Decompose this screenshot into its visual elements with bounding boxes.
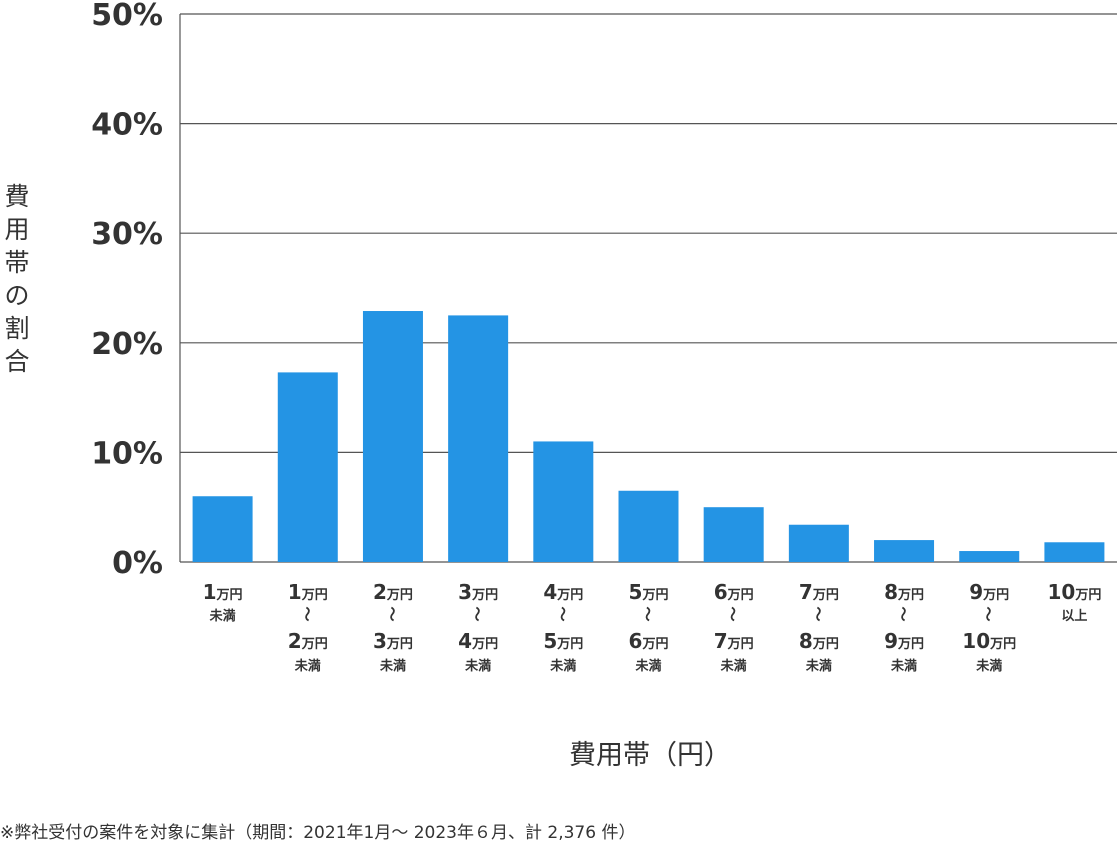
x-tick-label: 3万円 (373, 629, 413, 653)
x-axis-label: 費用帯（円） (569, 740, 731, 771)
range-mark: 〜 (553, 606, 571, 621)
bar (192, 496, 253, 562)
y-tick-label: 50% (91, 0, 163, 33)
bar (362, 311, 423, 562)
bar (788, 524, 849, 562)
category-suffix: 以上 (1061, 609, 1087, 624)
category-suffix: 未満 (294, 658, 321, 674)
y-axis-ticks: 0% 10% 20% 30% 40% 50% (91, 0, 163, 581)
x-tick-label: 7万円 (714, 629, 754, 653)
range-mark: 〜 (468, 606, 486, 621)
range-mark: 〜 (298, 606, 316, 621)
x-tick-label: 5万円 (543, 629, 583, 653)
category-suffix: 未満 (720, 658, 747, 674)
x-tick-label: 4万円 (543, 580, 583, 604)
x-tick-label: 7万円 (799, 580, 839, 604)
x-axis-categories: 1万円未満1万円〜2万円未満2万円〜3万円未満3万円〜4万円未満4万円〜5万円未… (203, 580, 1102, 674)
x-tick-label: 9万円 (884, 629, 924, 653)
footnote: ※弊社受付の案件を対象に集計（期間：2021年1月～ 2023年６月、計 2,3… (0, 823, 636, 843)
y-tick-label: 20% (91, 327, 163, 362)
x-tick-label: 10万円 (962, 629, 1016, 653)
x-tick-label: 6万円 (629, 629, 669, 653)
bar (618, 490, 679, 562)
bar (703, 507, 764, 562)
x-tick-label: 8万円 (884, 580, 924, 604)
category-suffix: 未満 (975, 658, 1002, 674)
range-mark: 〜 (383, 606, 401, 621)
x-tick-label: 2万円 (288, 629, 328, 653)
x-tick-label: 1万円 (203, 580, 243, 604)
range-mark: 〜 (894, 606, 912, 621)
range-mark: 〜 (809, 606, 827, 621)
bar (533, 441, 594, 562)
category-suffix: 未満 (464, 658, 491, 674)
bar (959, 551, 1020, 562)
y-axis-label: 費用帯の割合 (4, 182, 30, 376)
y-tick-label: 30% (91, 217, 163, 252)
y-tick-label: 0% (112, 546, 163, 581)
bar (448, 315, 509, 562)
x-tick-label: 5万円 (629, 580, 669, 604)
x-tick-label: 6万円 (714, 580, 754, 604)
category-suffix: 未満 (209, 608, 236, 624)
x-tick-label: 4万円 (458, 629, 498, 653)
range-mark: 〜 (979, 606, 997, 621)
y-tick-label: 40% (91, 108, 163, 143)
category-suffix: 未満 (549, 658, 576, 674)
x-tick-label: 2万円 (373, 580, 413, 604)
bar (1044, 542, 1105, 562)
range-mark: 〜 (724, 606, 742, 621)
y-tick-label: 10% (91, 436, 163, 471)
category-suffix: 未満 (634, 658, 661, 674)
bar (277, 372, 338, 562)
category-suffix: 未満 (805, 658, 832, 674)
category-suffix: 未満 (890, 658, 917, 674)
bars (192, 311, 1105, 562)
x-tick-label: 8万円 (799, 629, 839, 653)
x-tick-label: 10万円 (1047, 580, 1101, 604)
range-mark: 〜 (639, 606, 657, 621)
category-suffix: 未満 (379, 658, 406, 674)
bar (874, 540, 935, 562)
x-tick-label: 9万円 (969, 580, 1009, 604)
x-tick-label: 3万円 (458, 580, 498, 604)
bar-chart: 0%10%20%30%40%50% 1万円未満1万円〜2万円未満2万円〜3万円未… (91, 0, 1117, 674)
x-tick-label: 1万円 (288, 580, 328, 604)
